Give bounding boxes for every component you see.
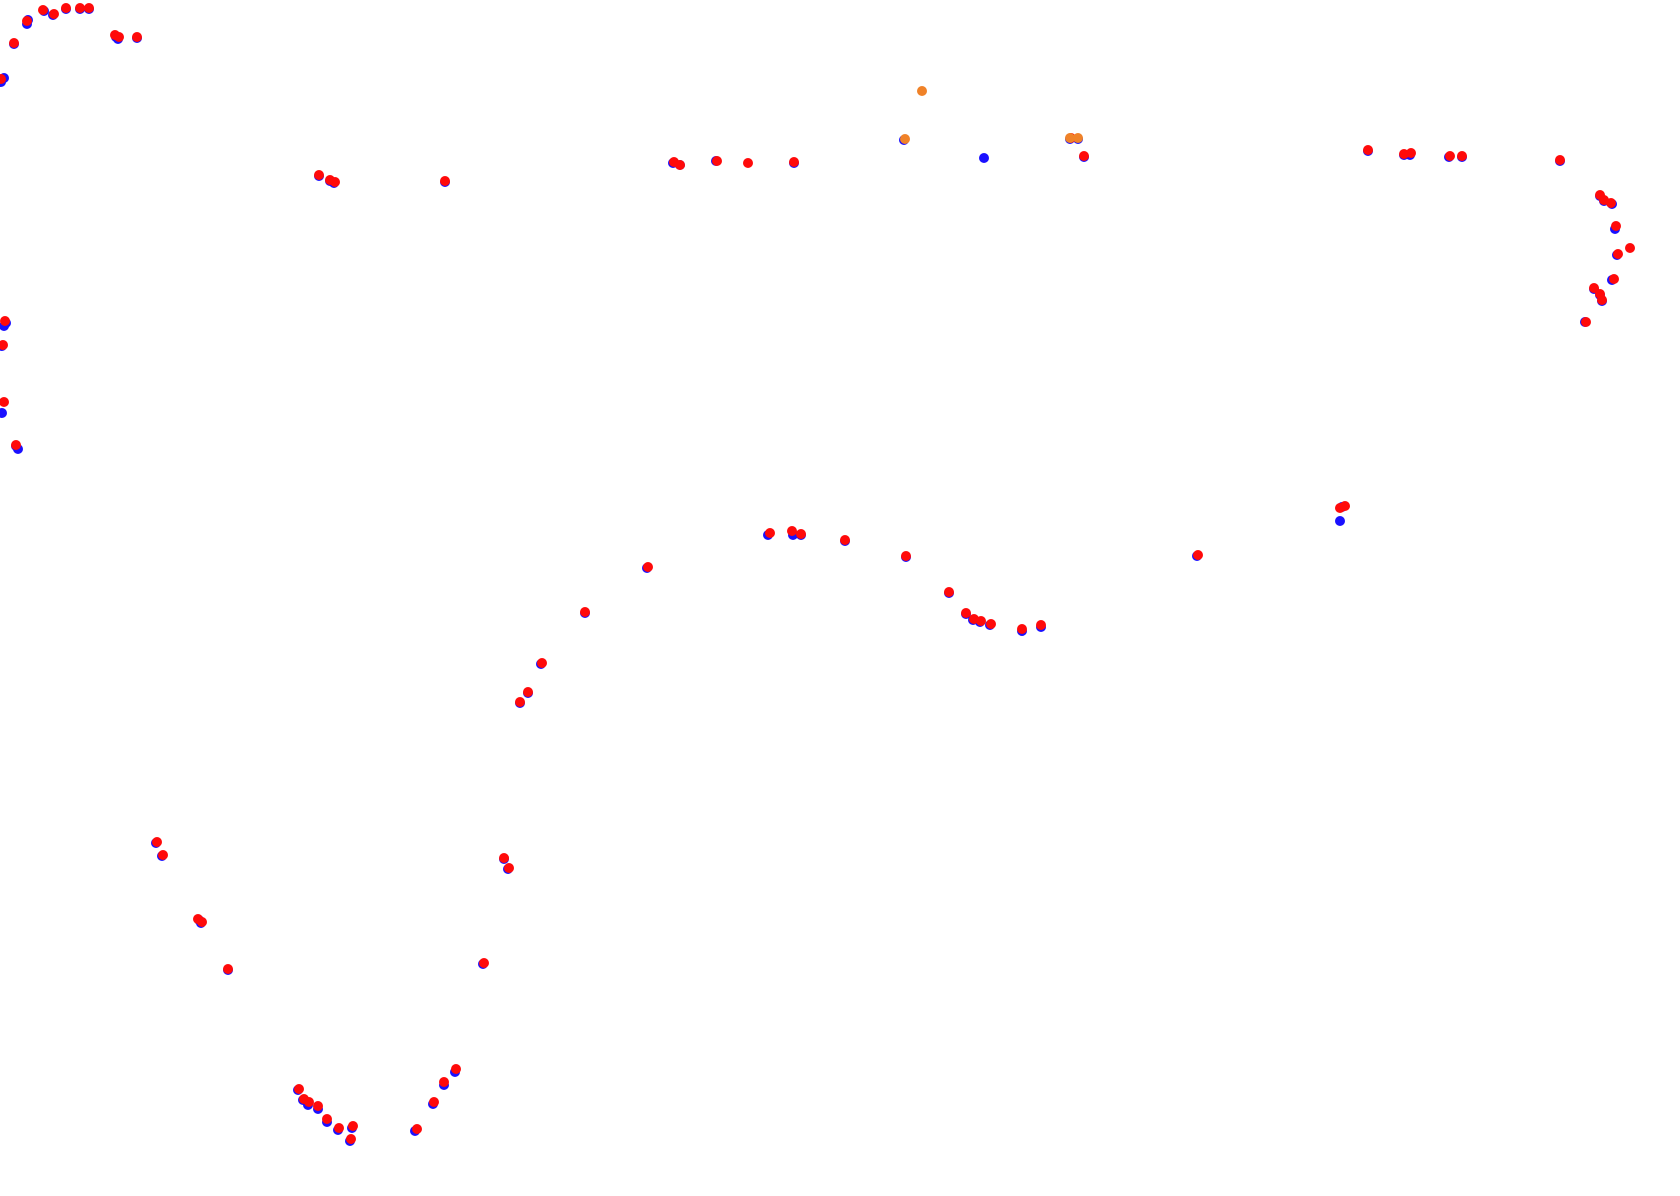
data-point-s1-68 <box>499 853 509 863</box>
data-point-s1-74 <box>412 1124 422 1134</box>
data-point-s1-24 <box>1406 148 1416 158</box>
data-point-s1-76 <box>346 1134 356 1144</box>
data-point-s1-72 <box>439 1077 449 1087</box>
data-point-s1-46 <box>840 535 850 545</box>
data-point-s1-69 <box>504 863 514 873</box>
data-point-s2-3 <box>1073 133 1083 143</box>
data-point-s1-3 <box>38 5 48 15</box>
series-2 <box>900 86 1083 144</box>
data-point-s1-30 <box>1606 198 1616 208</box>
data-point-s0-62 <box>1335 516 1345 526</box>
data-point-s1-52 <box>986 619 996 629</box>
data-point-s0-45 <box>0 408 7 418</box>
data-point-s1-26 <box>1457 151 1467 161</box>
data-point-s1-19 <box>789 157 799 167</box>
data-point-s1-70 <box>479 958 489 968</box>
data-point-s1-4 <box>49 9 59 19</box>
data-point-s1-57 <box>1340 501 1350 511</box>
data-point-s1-78 <box>322 1114 332 1124</box>
data-point-s1-32 <box>1625 243 1635 253</box>
data-point-s1-60 <box>537 658 547 668</box>
data-point-s1-14 <box>440 176 450 186</box>
data-point-s1-42 <box>11 440 21 450</box>
data-point-s1-43 <box>765 528 775 538</box>
data-point-s1-41 <box>0 397 9 407</box>
data-point-s0-22 <box>979 153 989 163</box>
data-point-s1-63 <box>152 837 162 847</box>
data-point-s1-31 <box>1611 221 1621 231</box>
data-point-s1-16 <box>675 160 685 170</box>
data-point-s1-2 <box>22 16 32 26</box>
data-point-s1-21 <box>1079 151 1089 161</box>
data-point-s1-5 <box>61 3 71 13</box>
data-point-s1-10 <box>132 32 142 42</box>
data-point-s1-37 <box>1597 295 1607 305</box>
data-point-s1-17 <box>712 156 722 166</box>
data-point-s1-22 <box>1363 145 1373 155</box>
data-point-s1-79 <box>313 1101 323 1111</box>
data-point-s1-53 <box>1017 624 1027 634</box>
data-point-s1-81 <box>299 1094 309 1104</box>
data-point-s1-62 <box>515 697 525 707</box>
data-point-s1-38 <box>1581 317 1591 327</box>
data-point-s1-48 <box>944 587 954 597</box>
series-1 <box>0 3 1635 1144</box>
data-point-s2-0 <box>917 86 927 96</box>
data-point-s1-11 <box>314 170 324 180</box>
data-point-s1-51 <box>976 616 986 626</box>
series-layer <box>0 3 1635 1146</box>
data-point-s1-64 <box>158 850 168 860</box>
data-point-s1-49 <box>961 608 971 618</box>
data-point-s1-77 <box>334 1123 344 1133</box>
data-point-s2-1 <box>900 134 910 144</box>
data-point-s1-82 <box>294 1084 304 1094</box>
data-point-s1-39 <box>0 316 10 326</box>
data-point-s1-59 <box>580 607 590 617</box>
data-point-s1-58 <box>643 562 653 572</box>
data-point-s1-34 <box>1609 274 1619 284</box>
data-point-s1-27 <box>1555 155 1565 165</box>
data-point-s1-0 <box>0 74 6 84</box>
data-point-s1-6 <box>75 3 85 13</box>
data-point-s1-54 <box>1036 620 1046 630</box>
data-point-s1-61 <box>523 687 533 697</box>
data-point-s1-73 <box>429 1097 439 1107</box>
series-0 <box>0 4 1622 1146</box>
data-point-s1-44 <box>787 526 797 536</box>
data-point-s1-75 <box>348 1121 358 1131</box>
data-point-s1-7 <box>84 3 94 13</box>
data-point-s1-45 <box>796 529 806 539</box>
data-point-s1-40 <box>0 340 8 350</box>
data-point-s1-25 <box>1445 151 1455 161</box>
data-point-s2-2 <box>1065 133 1075 143</box>
data-point-s1-33 <box>1613 249 1623 259</box>
data-point-s1-13 <box>330 177 340 187</box>
data-point-s1-67 <box>223 964 233 974</box>
data-point-s1-47 <box>901 551 911 561</box>
data-point-s1-71 <box>451 1064 461 1074</box>
data-point-s1-55 <box>1193 550 1203 560</box>
data-point-s1-1 <box>9 38 19 48</box>
data-point-s1-66 <box>197 917 207 927</box>
data-point-s1-18 <box>743 158 753 168</box>
data-point-s1-9 <box>114 32 124 42</box>
